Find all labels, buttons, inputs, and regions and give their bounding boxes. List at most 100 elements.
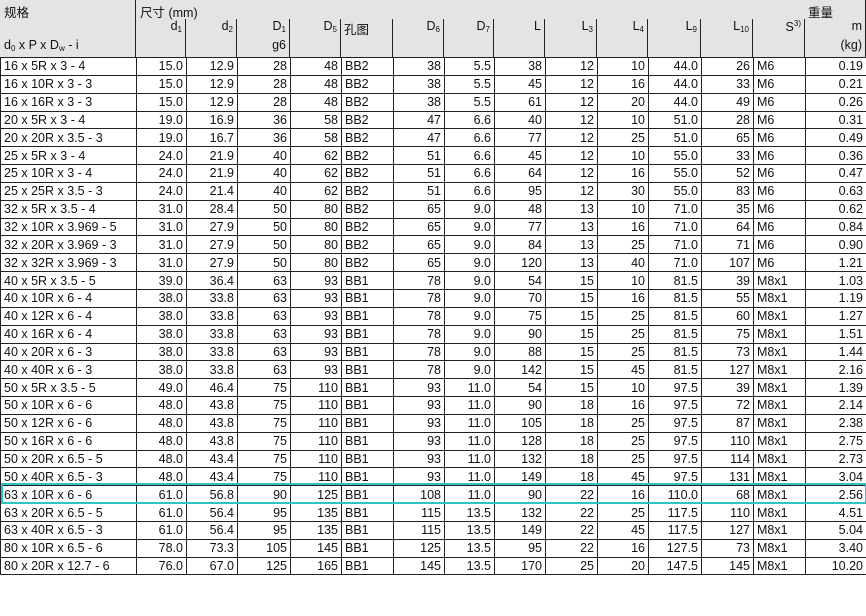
value-cell: 12 — [545, 128, 598, 148]
value-cell: 81.5 — [648, 306, 702, 326]
value-cell: 71.0 — [648, 235, 702, 255]
spec-cell: 80 x 10R x 6.5 - 6 — [0, 538, 137, 558]
value-cell: 93 — [393, 467, 445, 487]
value-cell: 93 — [290, 288, 342, 308]
value-cell: BB1 — [341, 467, 394, 487]
value-cell: 49.0 — [136, 378, 187, 398]
value-cell: 47 — [393, 128, 445, 148]
value-cell: 45 — [597, 520, 649, 540]
value-cell: 61.0 — [136, 520, 187, 540]
value-cell: 0.62 — [805, 199, 866, 219]
value-cell: 6.6 — [444, 181, 495, 201]
value-cell: 110.0 — [648, 485, 702, 505]
value-cell: 48 — [290, 74, 342, 94]
value-cell: 127.5 — [648, 538, 702, 558]
value-cell: 25 — [597, 342, 649, 362]
value-cell: 33.8 — [186, 306, 238, 326]
value-cell: 75 — [494, 306, 546, 326]
value-cell: 10 — [597, 110, 649, 130]
value-cell: 50 — [237, 199, 291, 219]
value-cell: 51 — [393, 181, 445, 201]
value-cell: 61.0 — [136, 485, 187, 505]
value-cell: M8x1 — [753, 378, 806, 398]
value-cell: 13.5 — [444, 538, 495, 558]
value-cell: 18 — [545, 396, 598, 415]
value-cell: 33.8 — [186, 342, 238, 362]
value-cell: BB2 — [341, 74, 394, 94]
value-cell: 2.38 — [805, 413, 866, 433]
value-cell: 97.5 — [648, 413, 702, 433]
header-column: d1 — [136, 19, 186, 57]
table-row: 16 x 16R x 3 - 3 15.0 12.9 28 48 BB2 38 5.5 61 12… — [0, 92, 866, 112]
value-cell: M6 — [753, 164, 806, 183]
value-cell: 9.0 — [444, 199, 495, 219]
value-cell: 16 — [597, 485, 649, 505]
value-cell: 110 — [290, 378, 342, 398]
table-row: 25 x 10R x 3 - 4 24.0 21.9 40 62 BB2 51 6.6 64 12… — [0, 164, 866, 183]
spec-cell: 16 x 16R x 3 - 3 — [0, 92, 137, 112]
value-cell: 16 — [597, 396, 649, 415]
value-cell: 78 — [393, 342, 445, 362]
value-cell: 15 — [545, 324, 598, 344]
value-cell: 78 — [393, 324, 445, 344]
table-row: 40 x 16R x 6 - 4 38.0 33.8 63 93 BB1 78 9.0 90 15… — [0, 324, 866, 344]
value-cell: 0.19 — [805, 57, 866, 76]
spec-cell: 40 x 20R x 6 - 3 — [0, 342, 137, 362]
spec-cell: 50 x 12R x 6 - 6 — [0, 413, 137, 433]
value-cell: 44.0 — [648, 92, 702, 112]
value-cell: 71.0 — [648, 199, 702, 219]
value-cell: 93 — [393, 449, 445, 469]
value-cell: 62 — [290, 146, 342, 166]
value-cell: 49 — [701, 92, 754, 112]
header-column: d2 — [186, 19, 237, 57]
header-column: D7 — [444, 19, 494, 57]
value-cell: 145 — [393, 556, 445, 576]
value-cell: M6 — [753, 92, 806, 112]
value-cell: 63 — [237, 360, 291, 380]
value-cell: 65 — [701, 128, 754, 148]
value-cell: 2.14 — [805, 396, 866, 415]
value-cell: 31.0 — [136, 199, 187, 219]
value-cell: 45 — [494, 146, 546, 166]
value-cell: 81.5 — [648, 271, 702, 290]
value-cell: 125 — [290, 485, 342, 505]
value-cell: 51.0 — [648, 128, 702, 148]
value-cell: 65 — [393, 199, 445, 219]
value-cell: 147.5 — [648, 556, 702, 576]
value-cell: 97.5 — [648, 396, 702, 415]
value-cell: 33.8 — [186, 288, 238, 308]
spec-cell: 40 x 16R x 6 - 4 — [0, 324, 137, 344]
value-cell: 0.26 — [805, 92, 866, 112]
value-cell: 10 — [597, 271, 649, 290]
value-cell: 24.0 — [136, 181, 187, 201]
table-row: 40 x 20R x 6 - 3 38.0 33.8 63 93 BB1 78 9.0 88 15… — [0, 342, 866, 362]
value-cell: 132 — [494, 449, 546, 469]
value-cell: 145 — [290, 538, 342, 558]
value-cell: 56.4 — [186, 503, 238, 522]
spec-cell: 40 x 40R x 6 - 3 — [0, 360, 137, 380]
header-column: D5 — [290, 19, 341, 57]
value-cell: BB2 — [341, 128, 394, 148]
value-cell: 21.9 — [186, 164, 238, 183]
value-cell: 9.0 — [444, 360, 495, 380]
value-cell: BB1 — [341, 503, 394, 522]
table-row: 50 x 5R x 3.5 - 5 49.0 46.4 75 110 BB1 93 11.0 5… — [0, 378, 866, 398]
table-header: 规格 尺寸 (mm) 重量 d0 x P x Dw - i d1 d2 D1 g6 D5… — [0, 0, 866, 57]
value-cell: BB1 — [341, 556, 394, 576]
value-cell: 28 — [237, 57, 291, 76]
value-cell: BB1 — [341, 520, 394, 540]
value-cell: 6.6 — [444, 146, 495, 166]
value-cell: M6 — [753, 74, 806, 94]
value-cell: 67.0 — [186, 556, 238, 576]
value-cell: 75 — [237, 413, 291, 433]
value-cell: 115 — [393, 503, 445, 522]
value-cell: BB1 — [341, 378, 394, 398]
value-cell: 15 — [545, 378, 598, 398]
value-cell: 55.0 — [648, 146, 702, 166]
value-cell: BB2 — [341, 217, 394, 237]
value-cell: 26 — [701, 57, 754, 76]
value-cell: 18 — [545, 449, 598, 469]
value-cell: 25 — [597, 235, 649, 255]
value-cell: 38.0 — [136, 360, 187, 380]
